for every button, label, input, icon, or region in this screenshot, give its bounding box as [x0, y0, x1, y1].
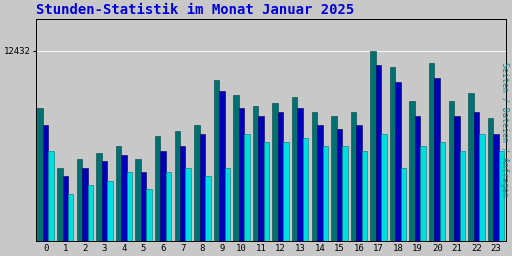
Bar: [342, 146, 348, 256]
Bar: [96, 153, 102, 256]
Bar: [370, 51, 376, 256]
Bar: [435, 78, 440, 256]
Bar: [401, 168, 407, 256]
Bar: [323, 146, 328, 256]
Bar: [410, 101, 415, 256]
Bar: [264, 142, 269, 256]
Text: Stunden-Statistik im Monat Januar 2025: Stunden-Statistik im Monat Januar 2025: [36, 4, 354, 17]
Bar: [82, 168, 88, 256]
Bar: [331, 116, 336, 256]
Bar: [155, 136, 160, 256]
Bar: [102, 161, 107, 256]
Bar: [107, 181, 113, 256]
Bar: [460, 151, 465, 256]
Bar: [214, 80, 219, 256]
Bar: [468, 93, 474, 256]
Bar: [303, 138, 308, 256]
Bar: [376, 65, 381, 256]
Bar: [127, 172, 132, 256]
Bar: [361, 151, 367, 256]
Bar: [390, 67, 395, 256]
Bar: [49, 151, 54, 256]
Bar: [420, 146, 426, 256]
Bar: [278, 112, 283, 256]
Bar: [185, 168, 191, 256]
Bar: [272, 103, 278, 256]
Bar: [429, 63, 435, 256]
Bar: [135, 159, 141, 256]
Bar: [395, 82, 401, 256]
Bar: [297, 108, 303, 256]
Bar: [166, 172, 172, 256]
Bar: [160, 151, 166, 256]
Bar: [225, 168, 230, 256]
Y-axis label: Seiten / Dateien / Anfragen: Seiten / Dateien / Anfragen: [500, 62, 508, 197]
Bar: [415, 116, 420, 256]
Bar: [474, 112, 479, 256]
Bar: [239, 108, 244, 256]
Bar: [205, 176, 210, 256]
Bar: [62, 176, 68, 256]
Bar: [454, 116, 460, 256]
Bar: [311, 112, 317, 256]
Bar: [121, 155, 127, 256]
Bar: [219, 91, 225, 256]
Bar: [336, 129, 342, 256]
Bar: [317, 125, 323, 256]
Bar: [493, 134, 499, 256]
Bar: [43, 125, 49, 256]
Bar: [283, 142, 289, 256]
Bar: [37, 108, 43, 256]
Bar: [449, 101, 454, 256]
Bar: [488, 119, 493, 256]
Bar: [77, 159, 82, 256]
Bar: [68, 194, 74, 256]
Bar: [499, 151, 504, 256]
Bar: [292, 97, 297, 256]
Bar: [253, 106, 258, 256]
Bar: [175, 131, 180, 256]
Bar: [57, 168, 62, 256]
Bar: [440, 142, 445, 256]
Bar: [141, 172, 146, 256]
Bar: [381, 134, 387, 256]
Bar: [479, 134, 484, 256]
Bar: [88, 185, 93, 256]
Bar: [200, 134, 205, 256]
Bar: [194, 125, 200, 256]
Bar: [351, 112, 356, 256]
Bar: [116, 146, 121, 256]
Bar: [180, 146, 185, 256]
Bar: [356, 125, 361, 256]
Bar: [244, 134, 250, 256]
Bar: [146, 189, 152, 256]
Bar: [258, 116, 264, 256]
Bar: [233, 95, 239, 256]
